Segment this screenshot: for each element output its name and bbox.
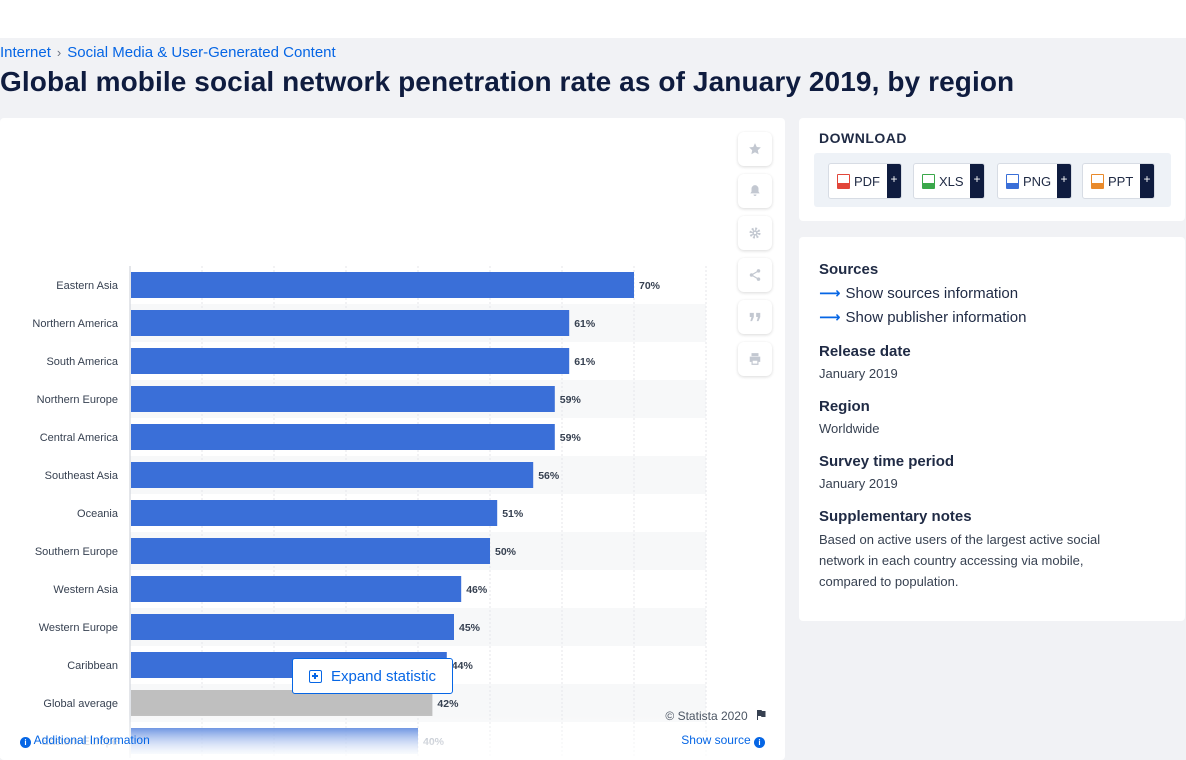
region-value: Worldwide (819, 421, 880, 436)
star-icon[interactable] (738, 132, 772, 166)
data-label: 61% (574, 318, 596, 330)
category-label: Northern Europe (37, 394, 118, 406)
category-label: Global average (43, 698, 118, 710)
bar (131, 272, 634, 298)
download-ppt-label: PPT (1108, 173, 1134, 189)
release-date-heading: Release date (819, 343, 911, 360)
add-xls-icon[interactable]: + (970, 164, 984, 198)
category-label: Oceania (77, 508, 119, 520)
data-label: 45% (459, 622, 481, 634)
bell-icon[interactable] (738, 174, 772, 208)
data-label: 59% (560, 432, 582, 444)
category-label: Southeast Asia (45, 470, 119, 482)
bar (131, 462, 534, 488)
download-pdf-label: PDF (854, 173, 880, 189)
arrow-right-icon: ⟶ (819, 309, 841, 326)
bar (131, 348, 570, 374)
page-title: Global mobile social network penetration… (0, 66, 1015, 97)
quote-icon[interactable] (738, 300, 772, 334)
show-publisher-link[interactable]: ⟶ Show publisher information (819, 308, 1026, 326)
expand-statistic-label: Expand statistic (330, 667, 437, 685)
category-label: Eastern Asia (56, 280, 119, 292)
data-label: 44% (452, 660, 474, 672)
chart-fade-overlay (0, 714, 730, 758)
download-ppt-button[interactable]: PPT + (1082, 163, 1155, 199)
additional-information-label: Additional Information (33, 733, 150, 747)
download-png-label: PNG (1023, 173, 1052, 189)
breadcrumb-item-internet[interactable]: Internet (0, 44, 51, 61)
data-label: 59% (560, 394, 582, 406)
copyright-text: © Statista 2020 (665, 709, 748, 723)
category-label: Western Asia (53, 584, 118, 596)
data-label: 42% (437, 698, 459, 710)
bar-chart: Eastern Asia 70% Northern America 61% South … (32, 266, 707, 758)
category-label: South America (46, 356, 118, 368)
download-card: DOWNLOAD PDF + XLS + PNG + PPT + (799, 118, 1185, 221)
data-label: 51% (502, 508, 524, 520)
category-label: Western Europe (39, 622, 118, 634)
download-pdf-button[interactable]: PDF + (828, 163, 902, 199)
copyright: © Statista 2020 (665, 709, 767, 723)
plus-square-icon (308, 669, 322, 683)
expand-statistic-button[interactable]: Expand statistic (292, 658, 453, 694)
show-sources-link[interactable]: ⟶ Show sources information (819, 284, 1018, 302)
download-xls-label: XLS (939, 173, 964, 189)
pdf-file-icon (837, 173, 850, 189)
meta-card: Sources ⟶ Show sources information ⟶ Show … (799, 237, 1185, 621)
breadcrumb-item-social-media[interactable]: Social Media & User-Generated Content (67, 44, 336, 61)
category-label: Central America (40, 432, 119, 444)
data-label: 46% (466, 584, 488, 596)
category-label: Southern Europe (35, 546, 118, 558)
download-buttons: PDF + XLS + PNG + PPT + (814, 153, 1171, 207)
flag-icon[interactable] (755, 709, 767, 721)
download-title: DOWNLOAD (819, 130, 907, 146)
show-source-link[interactable]: Show source i (681, 733, 765, 748)
supplementary-notes-value: Based on active users of the largest act… (819, 532, 1101, 589)
download-xls-button[interactable]: XLS + (913, 163, 985, 199)
release-date-value: January 2019 (819, 366, 898, 381)
add-ppt-icon[interactable]: + (1140, 164, 1154, 198)
info-icon: i (754, 737, 765, 748)
category-label: Caribbean (67, 660, 118, 672)
show-publisher-label: Show publisher information (845, 309, 1027, 326)
bar (131, 538, 490, 564)
ppt-file-icon (1091, 173, 1104, 189)
gear-icon[interactable] (738, 216, 772, 250)
sources-heading: Sources (819, 261, 879, 278)
bar (131, 614, 454, 640)
supplementary-notes-heading: Supplementary notes (819, 508, 972, 525)
bar (131, 386, 555, 412)
data-label: 56% (538, 470, 560, 482)
print-icon[interactable] (738, 342, 772, 376)
data-label: 70% (639, 280, 661, 292)
chart-toolbar (738, 132, 772, 384)
breadcrumb: Internet › Social Media & User-Generated C… (0, 44, 336, 61)
info-icon: i (20, 737, 31, 748)
arrow-right-icon: ⟶ (819, 285, 841, 302)
add-pdf-icon[interactable]: + (887, 164, 901, 198)
show-source-label: Show source (681, 733, 751, 747)
survey-period-heading: Survey time period (819, 453, 955, 470)
survey-period-value: January 2019 (819, 476, 898, 491)
show-sources-label: Show sources information (845, 285, 1019, 302)
region-heading: Region (819, 398, 870, 415)
data-label: 50% (495, 546, 517, 558)
data-label: 61% (574, 356, 596, 368)
bar (131, 424, 555, 450)
png-file-icon (1006, 173, 1019, 189)
category-label: Northern America (32, 318, 118, 330)
add-png-icon[interactable]: + (1057, 164, 1071, 198)
chart-card: Eastern Asia 70% Northern America 61% South … (0, 118, 785, 760)
top-bar (0, 0, 1186, 38)
share-icon[interactable] (738, 258, 772, 292)
bar (131, 500, 498, 526)
additional-information-link[interactable]: i Additional Information (20, 733, 150, 748)
xls-file-icon (922, 173, 935, 189)
bar (131, 310, 570, 336)
bar (131, 576, 462, 602)
bar (131, 690, 433, 716)
breadcrumb-separator-icon: › (56, 45, 62, 60)
download-png-button[interactable]: PNG + (997, 163, 1072, 199)
